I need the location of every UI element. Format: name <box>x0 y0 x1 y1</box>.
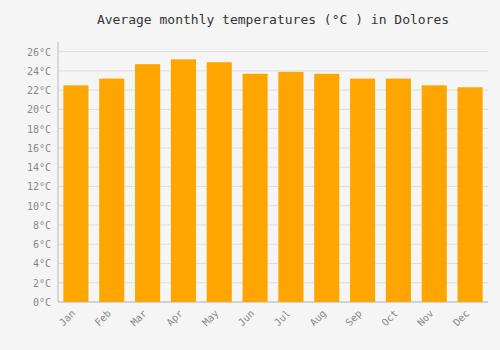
grid-line <box>58 70 488 71</box>
bar <box>243 74 268 302</box>
bar <box>171 59 196 302</box>
background <box>0 0 500 350</box>
grid <box>58 52 488 302</box>
x-tick-label: Feb <box>93 308 114 329</box>
y-tick-label: 10°C <box>27 201 51 212</box>
x-tick-labels: Jan Feb Mar Apr May Jun Jul Aug Sep Oct Nov Dec <box>57 308 472 329</box>
y-tick-label: 2°C <box>33 278 51 289</box>
x-tick-label: Nov <box>415 308 436 329</box>
bar <box>278 72 303 302</box>
x-tick-label: Jun <box>236 308 257 329</box>
x-tick-label: May <box>200 308 221 329</box>
x-tick-label: Jul <box>272 308 293 329</box>
y-tick-label: 8°C <box>33 220 51 231</box>
y-axis-line <box>58 42 59 302</box>
y-tick-label: 4°C <box>33 258 51 269</box>
bar <box>386 79 411 302</box>
y-tick-label: 12°C <box>27 181 51 192</box>
bar <box>135 64 160 302</box>
y-tick-label: 24°C <box>27 66 51 77</box>
y-tick-label: 0°C <box>33 297 51 308</box>
bars <box>63 59 482 302</box>
y-tick-labels: 0°C 2°C 4°C 6°C 8°C 10°C 12°C 14°C 16°C 18°C 20°C 2… <box>27 47 51 308</box>
chart-container: Average monthly temperatures (°C ) in Do… <box>0 0 500 350</box>
y-tick-label: 16°C <box>27 143 51 154</box>
y-tick-label: 22°C <box>27 85 51 96</box>
x-tick-label: Apr <box>164 308 185 329</box>
bar <box>422 85 447 302</box>
grid-line <box>58 51 488 52</box>
x-tick-label: Dec <box>451 308 472 329</box>
title: Average monthly temperatures (°C ) in Do… <box>97 12 449 27</box>
y-tick-label: 6°C <box>33 239 51 250</box>
bar <box>99 79 124 302</box>
chart-svg: Average monthly temperatures (°C ) in Do… <box>0 0 500 350</box>
bar <box>63 85 88 302</box>
y-tick-label: 14°C <box>27 162 51 173</box>
bar <box>458 87 483 302</box>
x-tick-label: Mar <box>128 308 149 329</box>
x-tick-label: Jan <box>57 308 78 329</box>
x-tick-label: Aug <box>308 308 329 329</box>
y-tick-label: 26°C <box>27 47 51 58</box>
x-tick-label: Oct <box>379 308 400 329</box>
y-tick-label: 20°C <box>27 104 51 115</box>
bar <box>314 74 339 302</box>
x-tick-label: Sep <box>343 308 364 329</box>
bar <box>207 62 232 302</box>
y-tick-label: 18°C <box>27 124 51 135</box>
bar <box>350 79 375 302</box>
